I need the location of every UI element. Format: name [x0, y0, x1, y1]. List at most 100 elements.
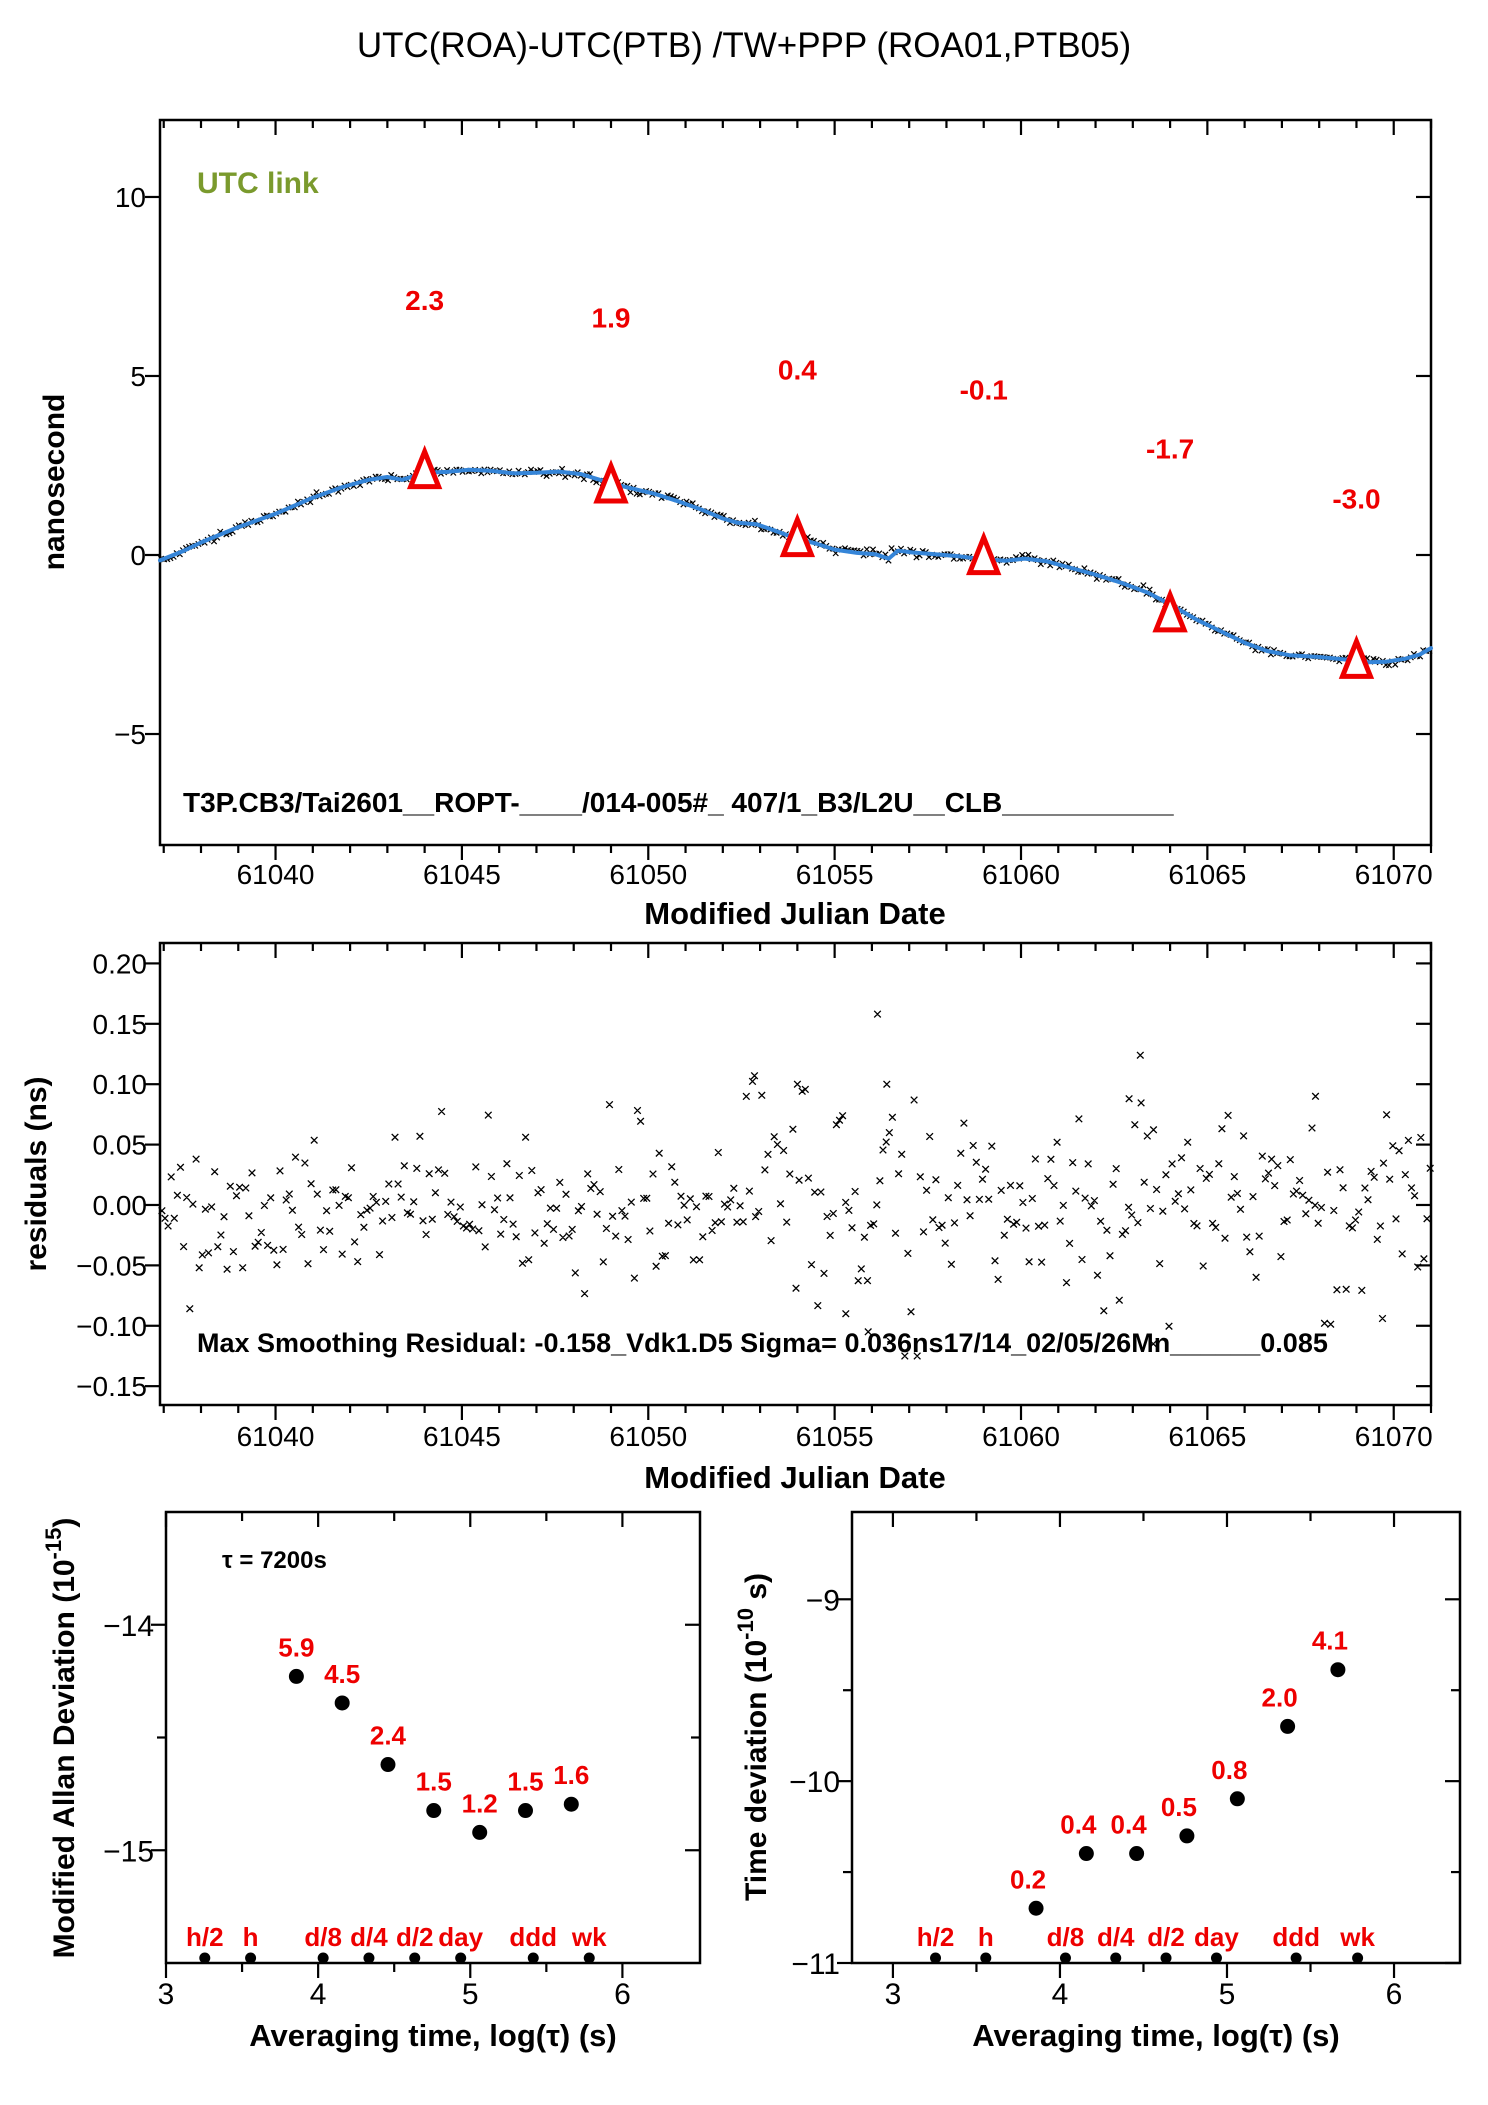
averaging-interval-label: wk — [1339, 1922, 1375, 1952]
averaging-interval-label: d/8 — [1047, 1922, 1085, 1952]
category-axis-dot — [527, 1952, 539, 1964]
top-y-axis-title: nanosecond — [38, 394, 71, 571]
plot-frame — [158, 118, 1433, 847]
deviation-data-point — [517, 1803, 533, 1819]
averaging-interval-label: day — [438, 1922, 483, 1952]
mdev-y-axis-title: Modified Allan Deviation (10-15) — [41, 1518, 81, 1959]
deviation-data-point — [426, 1803, 442, 1819]
flag-value-label: -3.0 — [1332, 483, 1380, 514]
deviation-value-label: 4.1 — [1312, 1626, 1348, 1656]
x-tick-label: 61055 — [796, 1421, 874, 1452]
category-axis-dot — [1210, 1952, 1222, 1964]
category-axis-dot — [1290, 1952, 1302, 1964]
category-axis-dot — [409, 1952, 421, 1964]
y-tick-label: 0.00 — [93, 1190, 148, 1221]
calibration-flag-triangle — [1338, 634, 1375, 679]
deviation-value-label: 4.5 — [324, 1659, 360, 1689]
averaging-interval-label: h — [978, 1922, 994, 1952]
category-axis-dot — [1352, 1952, 1364, 1964]
x-tick-label: 61045 — [423, 1421, 501, 1452]
category-axis-dot — [930, 1952, 942, 1964]
averaging-interval-label: ddd — [1272, 1922, 1320, 1952]
category-axis-dot — [583, 1952, 595, 1964]
category-axis-dot — [199, 1952, 211, 1964]
x-tick-label: 61040 — [237, 1421, 315, 1452]
plot-frame — [158, 941, 1433, 1407]
category-axis-dot — [317, 1952, 329, 1964]
x-tick-label: 61045 — [423, 859, 501, 890]
deviation-data-point — [1129, 1846, 1145, 1862]
y-tick-label: −9 — [806, 1584, 840, 1617]
averaging-interval-label: h/2 — [186, 1922, 224, 1952]
x-tick-label: 61060 — [982, 859, 1060, 890]
calibration-flag-triangle — [779, 512, 816, 558]
top-plot-data: 2.3 1.9 0.4 -0.1 -1.7 -3.0 — [157, 285, 1433, 679]
deviation-data-point — [1179, 1828, 1195, 1844]
y-tick-label: −0.10 — [76, 1311, 147, 1342]
deviation-data-point — [1229, 1791, 1245, 1807]
deviation-value-label: 5.9 — [278, 1632, 314, 1662]
link-config-annotation: T3P.CB3/Tai2601__ROPT-____/014-005#_ 407… — [183, 787, 1174, 818]
residuals-plot-data — [158, 1010, 1434, 1360]
residual-x-markers — [158, 1010, 1434, 1360]
tdev-x-axis-title: Averaging time, log(τ) (s) — [972, 2018, 1340, 2053]
y-tick-label: −5 — [114, 719, 146, 750]
top-x-axis-title: Modified Julian Date — [644, 896, 945, 931]
flag-value-label: 0.4 — [778, 355, 817, 386]
calibration-flag-triangle — [1152, 588, 1188, 633]
category-axis-dot — [245, 1952, 257, 1964]
y-tick-label: −14 — [103, 1610, 154, 1643]
mdev-plot-data: h/2 h d/8 d/4 d/2 day ddd wk 5.9 4.5 2.4 1.5 1.2 1.5 1… — [186, 1632, 607, 1964]
averaging-interval-label: wk — [571, 1922, 607, 1952]
page-title: UTC(ROA)-UTC(PTB) /TW+PPP (ROA01,PTB05) — [357, 26, 1131, 65]
y-tick-label: −10 — [789, 1766, 840, 1799]
mdev-x-axis-title: Averaging time, log(τ) (s) — [249, 2018, 617, 2053]
averaging-interval-label: d/4 — [1097, 1922, 1135, 1952]
deviation-data-point — [563, 1796, 579, 1812]
flag-value-label: 2.3 — [405, 285, 444, 316]
tau-annotation: τ = 7200s — [222, 1547, 327, 1574]
y-tick-label: 0.10 — [93, 1069, 148, 1100]
flag-value-label: -1.7 — [1146, 433, 1194, 464]
y-tick-label: −0.05 — [76, 1250, 147, 1281]
x-tick-label: 6 — [1386, 1978, 1403, 2011]
deviation-value-label: 0.2 — [1010, 1864, 1046, 1894]
deviation-value-label: 0.8 — [1211, 1755, 1247, 1785]
category-axis-dot — [455, 1952, 467, 1964]
averaging-interval-label: d/4 — [350, 1922, 388, 1952]
category-axis-dot — [1110, 1952, 1122, 1964]
plot-frame — [850, 1510, 1462, 1965]
averaging-interval-label: h/2 — [917, 1922, 955, 1952]
y-tick-label: 5 — [130, 361, 146, 392]
deviation-data-point — [288, 1668, 304, 1684]
deviation-value-label: 1.5 — [507, 1767, 543, 1797]
deviation-data-point — [1330, 1662, 1346, 1678]
deviation-data-point — [1280, 1718, 1296, 1734]
y-tick-label: −15 — [103, 1835, 154, 1868]
deviation-value-label: 1.2 — [462, 1788, 498, 1818]
y-tick-label: −11 — [791, 1948, 840, 1981]
x-tick-label: 61065 — [1168, 1421, 1246, 1452]
x-tick-label: 5 — [1219, 1978, 1236, 2011]
averaging-interval-label: d/2 — [1147, 1922, 1185, 1952]
category-axis-dot — [1160, 1952, 1172, 1964]
deviation-data-point — [1028, 1900, 1044, 1916]
deviation-data-point — [334, 1695, 350, 1711]
y-tick-label: 0.20 — [93, 948, 148, 979]
averaging-interval-label: ddd — [509, 1922, 557, 1952]
tdev-y-axis-title: Time deviation (10-10 s) — [733, 1573, 773, 1901]
deviation-data-point — [380, 1757, 396, 1773]
calibration-flag-triangle — [593, 459, 629, 504]
tdev-plot-data: h/2 h d/8 d/4 d/2 day ddd wk 0.2 0.4 0.4 0.5 0.8 2.0 4… — [917, 1626, 1375, 1964]
deviation-data-point — [1078, 1846, 1094, 1862]
residuals-y-axis-title: residuals (ns) — [20, 1076, 53, 1271]
x-tick-label: 6 — [614, 1978, 631, 2011]
x-tick-label: 61065 — [1168, 859, 1246, 890]
y-tick-label: −0.15 — [76, 1371, 147, 1402]
x-tick-label: 61070 — [1355, 859, 1433, 890]
y-tick-label: 0 — [130, 540, 146, 571]
x-tick-label: 4 — [1052, 1978, 1069, 2011]
